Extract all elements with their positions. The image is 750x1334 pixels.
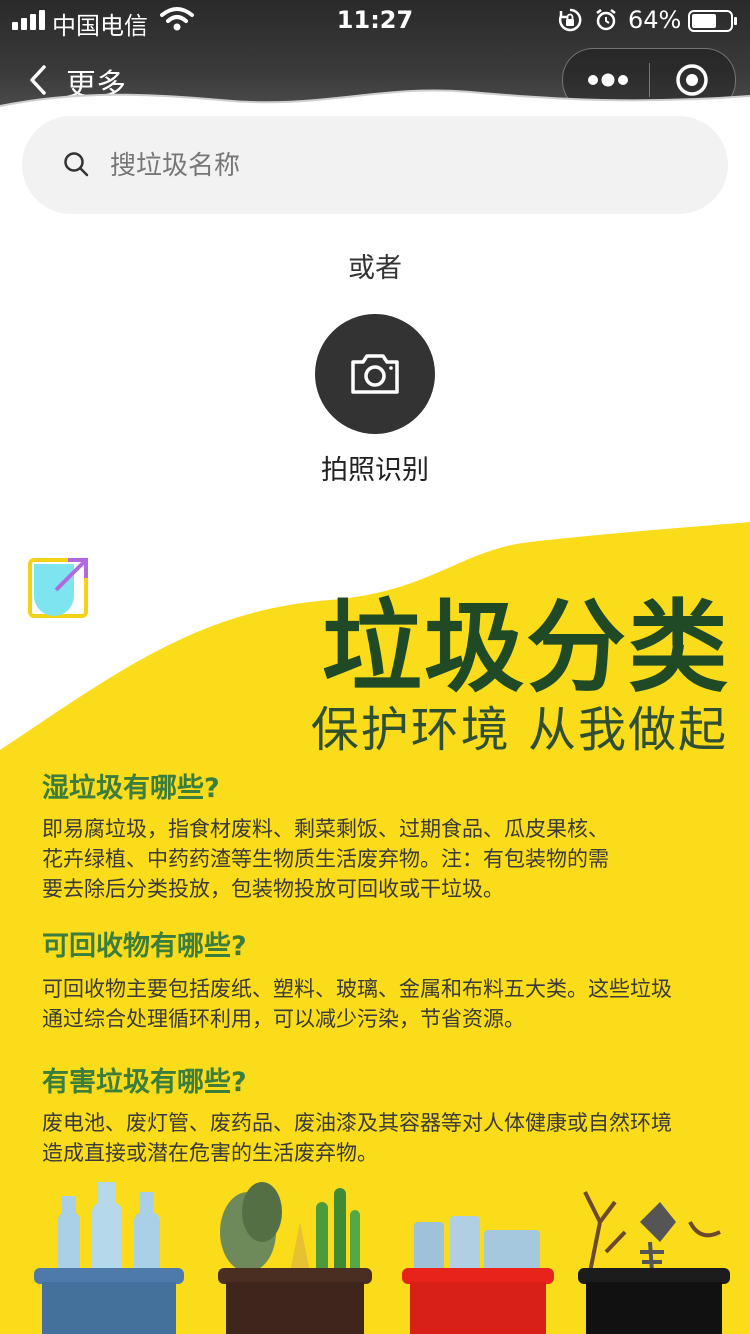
hazardous-description: 废电池、废灯管、废药品、废油漆及其容器等对人体健康或自然环境 造成直接或潜在危害… <box>42 1108 722 1168</box>
waste-bins-illustration <box>34 1182 730 1334</box>
wet-waste-bin <box>218 1182 372 1334</box>
back-chevron-icon[interactable] <box>26 64 50 96</box>
hazardous-line: 废电池、废灯管、废药品、废油漆及其容器等对人体健康或自然环境 <box>42 1111 672 1135</box>
wet-waste-description: 即易腐垃圾，指食材废料、剩菜剩饭、过期食品、瓜皮果核、 花卉绿植、中药药渣等生物… <box>42 814 722 904</box>
poster-yellow-background <box>0 522 750 1334</box>
camera-icon <box>351 354 399 394</box>
poster-subtitle: 保护环境 从我做起 <box>310 702 728 758</box>
recyclable-heading: 可回收物有哪些? <box>42 931 247 962</box>
or-divider-text: 或者 <box>348 253 402 284</box>
status-time: 11:27 <box>336 6 414 34</box>
more-dots-icon <box>588 73 628 87</box>
garbage-classification-poster: 垃圾分类 保护环境 从我做起 湿垃圾有哪些? 即易腐垃圾，指食材废料、剩菜剩饭、… <box>0 500 750 1334</box>
photo-recognition-button[interactable] <box>315 314 435 434</box>
recyclable-description: 可回收物主要包括废纸、塑料、玻璃、金属和布料五大类。这些垃圾 通过综合处理循环利… <box>42 974 722 1034</box>
wet-waste-heading: 湿垃圾有哪些? <box>42 773 220 804</box>
battery-icon <box>688 10 737 32</box>
hazardous-bin <box>402 1216 554 1334</box>
search-input[interactable] <box>108 140 672 192</box>
wifi-icon <box>160 7 194 31</box>
more-menu-button[interactable] <box>563 49 649 111</box>
search-icon <box>64 152 89 177</box>
alarm-icon <box>596 9 616 31</box>
poster-title: 垃圾分类 <box>322 589 730 706</box>
photo-recognition-label[interactable]: 拍照识别 <box>321 455 429 486</box>
wet-waste-line: 即易腐垃圾，指食材废料、剩菜剩饭、过期食品、瓜皮果核、 <box>42 817 609 841</box>
recyclable-line: 通过综合处理循环利用，可以减少污染，节省资源。 <box>42 1007 525 1031</box>
recyclable-bin <box>34 1182 184 1334</box>
orientation-lock-icon <box>558 8 582 32</box>
close-target-icon <box>676 64 708 96</box>
signal-icon <box>12 10 45 30</box>
status-bar: 中国电信 11:27 64% <box>0 0 750 40</box>
wet-waste-line: 要去除后分类投放，包装物投放可回收或干垃圾。 <box>42 877 504 901</box>
share-icon[interactable] <box>26 554 92 620</box>
battery-percent: 64% <box>628 6 682 34</box>
hazardous-line: 造成直接或潜在危害的生活废弃物。 <box>42 1141 378 1165</box>
carrier-name: 中国电信 <box>52 12 148 40</box>
capsule-divider <box>649 63 650 97</box>
hazardous-heading: 有害垃圾有哪些? <box>42 1067 247 1098</box>
recyclable-line: 可回收物主要包括废纸、塑料、玻璃、金属和布料五大类。这些垃圾 <box>42 977 672 1001</box>
wet-waste-line: 花卉绿植、中药药渣等生物质生活废弃物。注：有包装物的需 <box>42 847 609 871</box>
search-bar[interactable] <box>22 116 728 214</box>
dry-waste-bin <box>578 1191 730 1334</box>
close-miniprogram-button[interactable] <box>650 49 735 111</box>
